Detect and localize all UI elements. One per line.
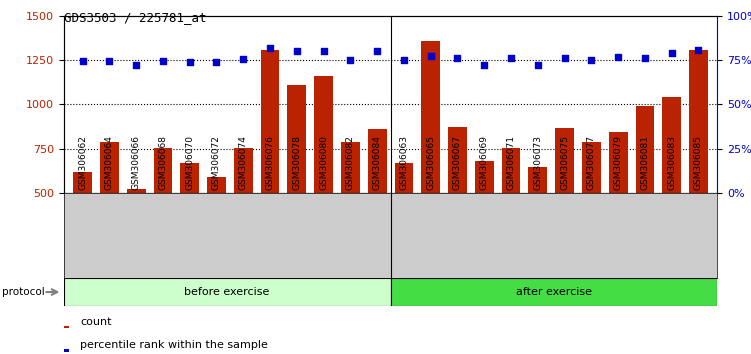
Bar [180,163,199,193]
Bar [475,161,493,193]
Bar [391,278,717,306]
Bar [502,148,520,193]
Text: before exercise: before exercise [185,287,270,297]
Point [318,48,330,54]
Bar [234,148,252,193]
Text: count: count [80,316,112,326]
Point [692,47,704,52]
Bar [64,326,69,328]
Point [478,63,490,68]
Point [291,48,303,54]
Bar [421,41,440,193]
Point [639,55,651,60]
Point [77,58,89,64]
Point [398,57,410,63]
Bar [100,142,119,193]
Text: GDS3503 / 225781_at: GDS3503 / 225781_at [64,11,207,24]
Text: after exercise: after exercise [516,287,592,297]
Bar [64,278,391,306]
Point [104,58,116,64]
Point [532,63,544,68]
Point [371,48,383,54]
Bar [635,106,654,193]
Point [264,45,276,51]
Bar [73,172,92,193]
Point [505,56,517,61]
Point [559,55,571,60]
Bar [207,177,226,193]
Bar [368,129,387,193]
Bar [314,76,333,193]
Bar [341,142,360,193]
Point [612,54,624,59]
Text: percentile rank within the sample: percentile rank within the sample [80,341,268,350]
Point [424,53,436,58]
Bar [689,50,708,193]
Bar [662,97,681,193]
Point [210,59,222,65]
Bar [127,189,146,193]
Bar [582,142,601,193]
Bar [394,163,413,193]
Bar [261,50,279,193]
Point [157,58,169,64]
Bar [609,132,628,193]
Bar [529,167,547,193]
Bar [448,127,467,193]
Point [451,55,463,60]
Text: protocol: protocol [2,287,44,297]
Point [345,57,357,63]
Point [665,50,677,56]
Bar [153,148,172,193]
Bar [555,129,574,193]
Point [237,57,249,62]
Point [585,57,597,63]
Bar [64,349,69,352]
Bar [288,85,306,193]
Point [130,63,142,68]
Point [184,59,196,65]
